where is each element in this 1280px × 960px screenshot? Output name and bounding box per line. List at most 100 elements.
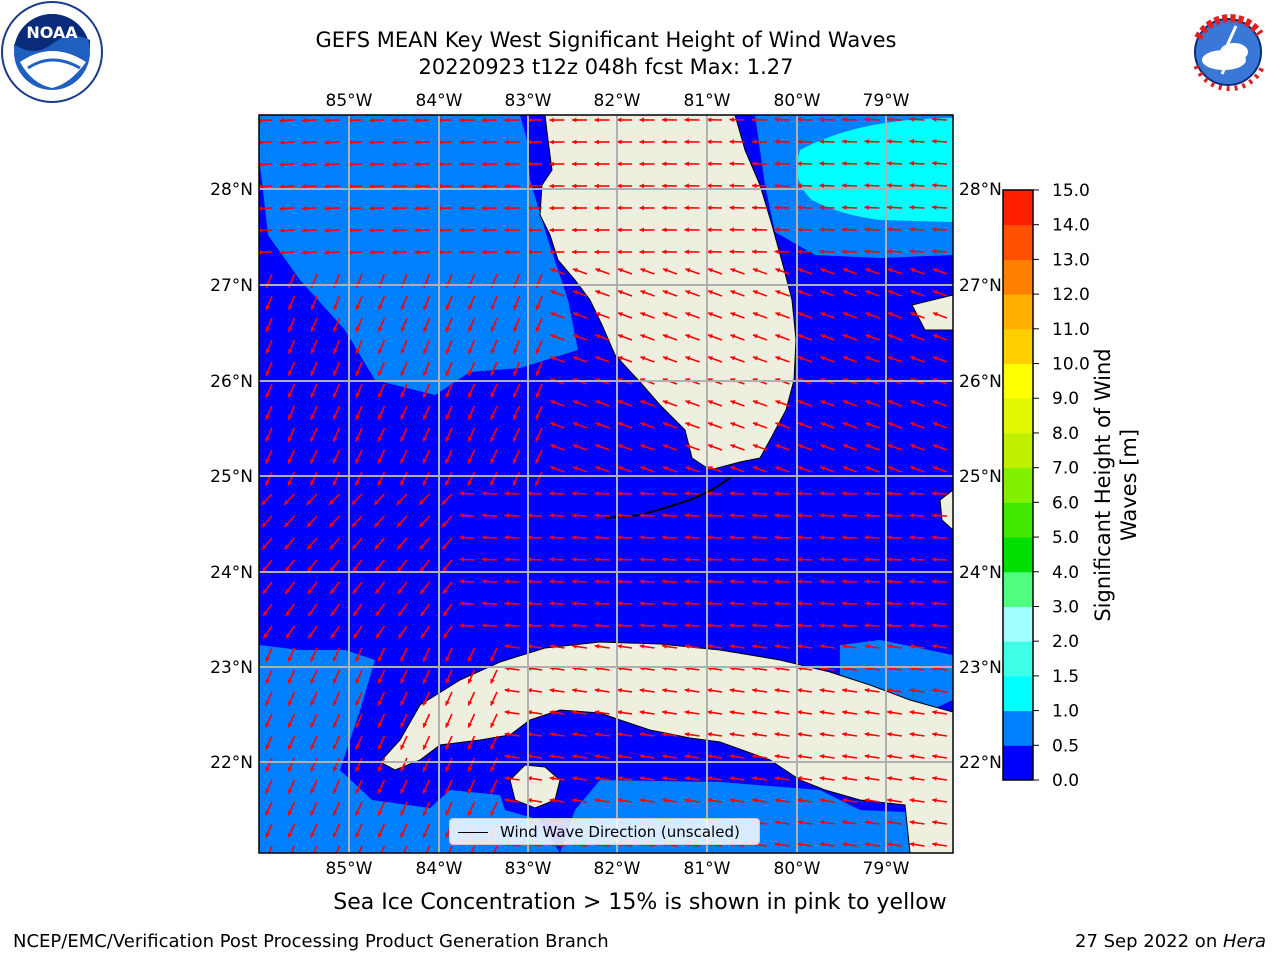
wind-arrow-head bbox=[775, 444, 781, 449]
wind-arrow-head bbox=[909, 688, 915, 693]
wind-arrow-head bbox=[684, 535, 689, 540]
wind-arrow-head bbox=[400, 304, 406, 310]
wind-arrow-head bbox=[549, 249, 554, 255]
wind-arrow-head bbox=[332, 480, 338, 486]
wind-arrow-head bbox=[887, 557, 892, 562]
wind-arrow-head bbox=[324, 140, 329, 145]
lon-label-top: 84°W bbox=[416, 91, 463, 111]
wind-arrow-head bbox=[774, 776, 780, 781]
wind-arrow-head bbox=[400, 326, 406, 332]
wind-arrow-head bbox=[752, 268, 758, 273]
wind-arrow-head bbox=[707, 117, 712, 123]
wind-arrow-head bbox=[617, 491, 622, 496]
lon-label-top: 85°W bbox=[326, 91, 373, 111]
colorbar-tick-label: 6.0 bbox=[1052, 493, 1079, 513]
wind-arrow-head bbox=[572, 268, 578, 273]
wind-arrow-head bbox=[572, 400, 578, 405]
wind-arrow-head bbox=[595, 400, 601, 405]
wind-arrow-head bbox=[572, 356, 578, 361]
wind-arrow-head bbox=[279, 228, 284, 233]
wind-arrow-head bbox=[684, 710, 690, 715]
wind-arrow-head bbox=[265, 436, 270, 442]
wind-arrow-head bbox=[414, 161, 419, 167]
wind-arrow-head bbox=[355, 700, 360, 706]
wind-arrow-head bbox=[729, 557, 734, 562]
wind-arrow-head bbox=[819, 535, 824, 540]
wind-arrow-head bbox=[265, 348, 271, 354]
wind-arrow-head bbox=[662, 422, 668, 427]
wind-arrow-head bbox=[752, 688, 757, 693]
wind-arrow-head bbox=[774, 139, 779, 145]
wind-arrow-head bbox=[392, 161, 397, 167]
wind-arrow-head bbox=[662, 557, 667, 562]
wind-arrow-head bbox=[752, 535, 757, 540]
lon-label-top: 79°W bbox=[863, 91, 910, 111]
wind-arrow-head bbox=[842, 268, 848, 273]
wind-arrow-head bbox=[617, 688, 622, 693]
wind-arrow-head bbox=[287, 810, 293, 816]
wind-arrow-head bbox=[549, 139, 554, 145]
wind-arrow-head bbox=[842, 466, 848, 471]
wind-arrow-head bbox=[639, 798, 645, 803]
wind-arrow-head bbox=[684, 776, 690, 781]
colorbar-segment bbox=[1003, 294, 1033, 330]
wind-arrow-head bbox=[887, 623, 892, 628]
wind-arrow-head bbox=[819, 513, 824, 518]
wind-arrow-head bbox=[662, 623, 667, 628]
wind-arrow-head bbox=[617, 754, 622, 759]
wind-arrow-head bbox=[459, 557, 464, 562]
wind-arrow-head bbox=[775, 268, 781, 273]
wind-arrow-head bbox=[572, 466, 578, 471]
wind-arrow-head bbox=[730, 444, 736, 449]
wind-arrow-head bbox=[729, 732, 735, 737]
wind-arrow-head bbox=[909, 513, 914, 518]
wind-arrow-head bbox=[265, 722, 270, 728]
wind-arrow-head bbox=[332, 722, 338, 728]
wind-arrow-head bbox=[864, 161, 869, 166]
wind-arrow-head bbox=[797, 513, 802, 518]
wind-arrow-head bbox=[909, 161, 914, 166]
wind-arrow-head bbox=[504, 227, 509, 233]
wind-arrow-head bbox=[310, 480, 315, 486]
wind-arrow-head bbox=[284, 500, 289, 505]
wind-arrow-head bbox=[617, 644, 622, 649]
wind-arrow-head bbox=[819, 205, 824, 210]
wind-arrow-head bbox=[819, 557, 824, 562]
wind-arrow-head bbox=[639, 117, 644, 123]
wind-arrow-head bbox=[261, 500, 267, 505]
wind-arrow-head bbox=[527, 535, 532, 540]
wind-arrow-head bbox=[572, 205, 577, 211]
wind-arrow-head bbox=[707, 688, 712, 693]
wind-arrow-head bbox=[684, 557, 689, 562]
lon-label-bottom: 82°W bbox=[594, 859, 641, 879]
wind-arrow-head bbox=[308, 633, 313, 639]
wind-arrow-head bbox=[504, 249, 509, 255]
wind-arrow-head bbox=[287, 480, 293, 486]
wind-arrow-head bbox=[310, 392, 315, 398]
wind-arrow-head bbox=[288, 304, 293, 310]
lat-label-right: 27°N bbox=[959, 276, 1002, 296]
wind-arrow-head bbox=[887, 513, 892, 518]
wind-arrow-head bbox=[307, 588, 313, 594]
wind-arrow-head bbox=[752, 205, 757, 211]
wind-arrow-head bbox=[378, 855, 382, 860]
wind-arrow-head bbox=[820, 444, 826, 449]
wind-arrow-head bbox=[819, 161, 824, 166]
lat-label-left: 28°N bbox=[210, 180, 253, 200]
wind-arrow-head bbox=[684, 688, 690, 693]
wind-arrow-head bbox=[752, 161, 757, 167]
wind-arrow-head bbox=[332, 436, 338, 442]
wind-arrow-head bbox=[865, 422, 871, 427]
wind-arrow-head bbox=[549, 227, 554, 233]
wind-arrow-head bbox=[932, 334, 938, 339]
wind-arrow-head bbox=[504, 513, 509, 518]
wind-arrow-head bbox=[864, 117, 869, 122]
wind-arrow-head bbox=[550, 312, 556, 317]
wind-arrow-head bbox=[535, 458, 540, 464]
wind-arrow-head bbox=[640, 334, 646, 339]
wind-arrow-head bbox=[729, 579, 734, 584]
wind-arrow-head bbox=[684, 644, 690, 649]
wind-arrow-head bbox=[549, 557, 554, 562]
wind-arrow-head bbox=[445, 326, 451, 332]
wind-arrow-head bbox=[910, 334, 916, 339]
